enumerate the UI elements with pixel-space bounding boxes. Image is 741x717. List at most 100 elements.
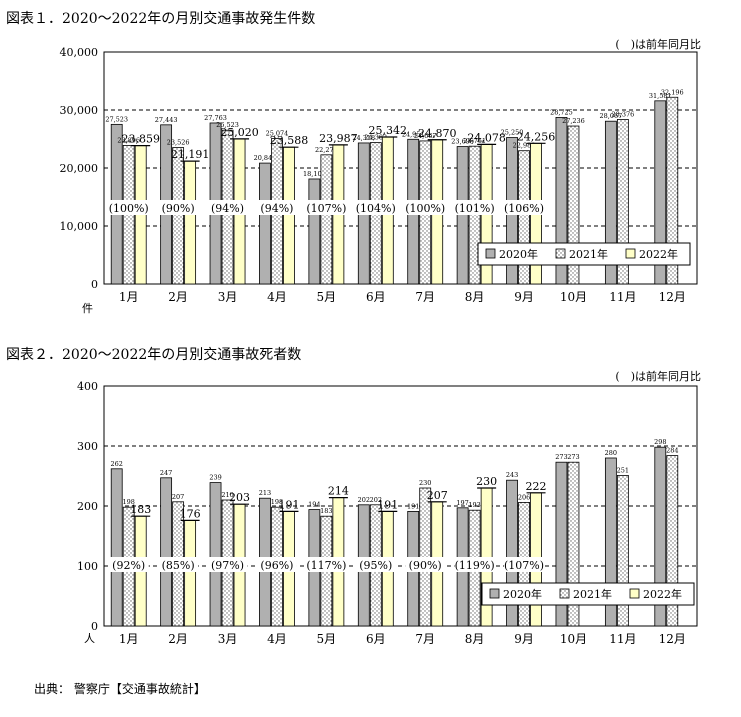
x-tick-label: 5月	[317, 290, 337, 304]
ratio-bg	[504, 557, 545, 572]
ratio-bg	[207, 200, 248, 215]
ratio-bg	[108, 200, 149, 215]
bar-2021年-11月	[616, 474, 629, 627]
x-tick-label: 7月	[415, 290, 435, 304]
data-label: 191	[377, 498, 398, 511]
ratio-bg	[504, 200, 545, 215]
x-tick-label: 4月	[267, 632, 287, 646]
legend	[481, 582, 695, 606]
data-label: 27,763	[204, 114, 227, 122]
bar-2020年-11月	[604, 120, 617, 285]
ratio-label: (85%)	[162, 559, 195, 572]
data-label: 230	[476, 475, 497, 488]
chart1-ylabel: 件	[82, 302, 93, 315]
data-label: 183	[130, 503, 151, 516]
x-tick-label: 6月	[366, 290, 386, 304]
ratio-bg	[207, 557, 248, 572]
ratio-label: (90%)	[409, 559, 442, 572]
data-label: 20,846	[254, 154, 277, 162]
data-label: 23,526	[167, 139, 190, 147]
x-tick-label: 3月	[218, 290, 238, 304]
legend-label: 2022年	[639, 247, 678, 261]
bar-2021年-8月	[468, 145, 481, 285]
plot-frame	[103, 51, 698, 285]
x-tick-label: 3月	[218, 632, 238, 646]
y-tick-label: 400	[77, 380, 98, 393]
ratio-bg	[454, 557, 495, 572]
ratio-label: (106%)	[504, 202, 544, 215]
ratio-label: (107%)	[306, 202, 346, 215]
y-tick-label: 40,000	[60, 46, 99, 59]
chart2-plot: 0100200300400262198183(92%)1月247207176(8…	[77, 380, 698, 646]
data-label: 262	[110, 460, 122, 468]
data-label: 280	[605, 449, 617, 457]
ratio-label: (92%)	[112, 559, 145, 572]
bar-2021年-9月	[518, 150, 530, 285]
y-tick-label: 10,000	[60, 220, 99, 233]
legend-swatch	[489, 588, 500, 599]
bar-2021年-10月	[567, 125, 580, 285]
ratio-bg	[355, 200, 396, 215]
x-tick-label: 10月	[560, 632, 587, 646]
x-tick-label: 5月	[317, 632, 337, 646]
ratio-label: (101%)	[455, 202, 495, 215]
data-label: 24,318	[352, 134, 375, 142]
ratio-label: (107%)	[504, 559, 544, 572]
chart2-title: 図表２．2020～2022年の月別交通事故死者数	[6, 347, 302, 363]
x-tick-label: 6月	[366, 632, 386, 646]
x-tick-label: 12月	[659, 290, 686, 304]
bar-2020年-1月	[110, 468, 123, 627]
y-tick-label: 0	[91, 278, 98, 291]
legend-swatch	[559, 588, 570, 599]
bar-2020年-8月	[456, 146, 469, 285]
source-note: 出典： 警察庁【交通事故統計】	[34, 682, 206, 696]
bar-2022年-2月	[184, 160, 197, 285]
legend-swatch	[629, 588, 640, 599]
legend	[477, 242, 691, 266]
data-label: 23,987	[319, 132, 358, 145]
y-tick-label: 0	[91, 620, 98, 633]
ratio-label: (94%)	[211, 202, 244, 215]
ratio-label: (96%)	[260, 559, 293, 572]
data-label: 194	[308, 501, 320, 509]
x-tick-label: 2月	[168, 632, 188, 646]
ratio-bg	[158, 200, 199, 215]
ratio-label: (95%)	[359, 559, 392, 572]
bar-2021年-10月	[567, 461, 580, 627]
y-tick-label: 100	[77, 560, 98, 573]
data-label: 25,020	[220, 126, 259, 139]
data-label: 198	[271, 498, 283, 506]
data-label: 28,376	[612, 110, 635, 118]
data-label: 23,695	[451, 138, 474, 146]
data-label: 26,523	[216, 121, 239, 129]
bar-2020年-12月	[654, 446, 667, 627]
ratio-bg	[108, 557, 149, 572]
data-label: 210	[221, 491, 233, 499]
data-label: 22,273	[315, 146, 338, 154]
data-label: 273	[555, 453, 567, 461]
bar-2020年-4月	[259, 162, 271, 285]
chart1-plot: 010,00020,00030,00040,00027,52323,89623,…	[60, 46, 698, 304]
data-label: 284	[666, 447, 678, 455]
data-label: 191	[278, 498, 299, 511]
ratio-label: (104%)	[356, 202, 396, 215]
data-label: 247	[160, 469, 172, 477]
data-label: 193	[468, 501, 480, 509]
y-tick-label: 200	[77, 500, 98, 513]
ratio-label: (117%)	[306, 559, 346, 572]
data-label: 24,382	[364, 134, 387, 142]
legend-label: 2022年	[643, 587, 682, 601]
bar-2021年-12月	[666, 96, 679, 285]
data-label: 230	[419, 479, 431, 487]
data-label: 24,870	[418, 127, 457, 140]
x-tick-label: 9月	[514, 290, 534, 304]
data-label: 298	[654, 438, 666, 446]
data-label: 23,761	[463, 137, 486, 145]
data-label: 24,667	[414, 132, 437, 140]
legend-label: 2021年	[569, 247, 608, 261]
legend-swatch	[625, 248, 636, 259]
legend-swatch	[555, 248, 566, 259]
x-tick-label: 11月	[609, 290, 636, 304]
y-tick-label: 300	[77, 440, 98, 453]
ratio-bg	[355, 557, 396, 572]
